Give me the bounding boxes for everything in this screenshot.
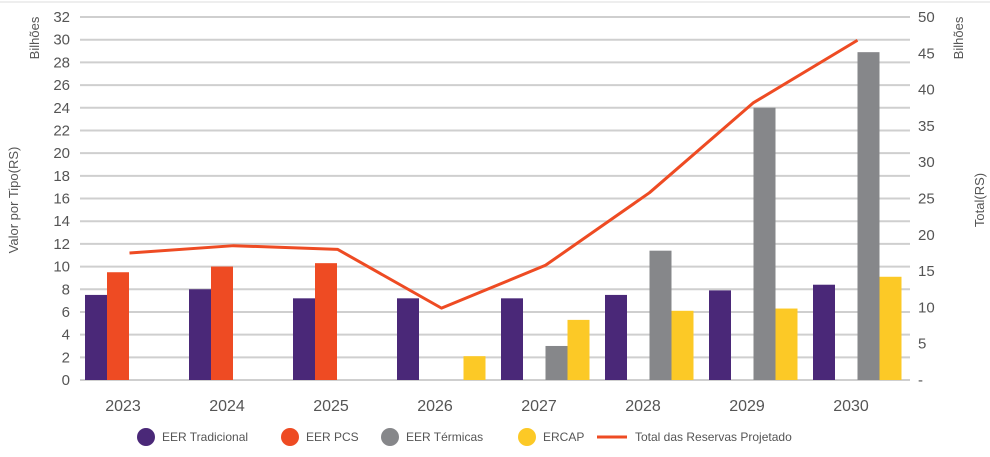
y-tick-label: 32 [53,9,70,26]
y-tick-label: 8 [62,281,70,298]
bar-eer-t-rmicas-2028 [650,251,672,380]
y-tick-label: 16 [53,191,70,208]
x-tick-label: 2023 [105,398,141,415]
legend-marker-icon [381,428,399,446]
y2-axis-unit: Bilhões [951,16,966,59]
bar-ercap-2028 [672,311,694,380]
bar-ercap-2029 [776,309,798,380]
y2-tick-label: 30 [918,154,935,171]
x-tick-label: 2026 [417,398,453,415]
bar-eer-tradicional-2028 [605,295,627,380]
y-tick-label: 2 [62,349,70,366]
bar-eer-t-rmicas-2029 [754,108,776,380]
y-tick-label: 24 [53,100,70,117]
y-tick-label: 14 [53,213,70,230]
y-axis-unit: Bilhões [27,16,42,59]
y2-tick-label: 40 [918,82,935,99]
x-tick-label: 2028 [625,398,661,415]
bar-eer-pcs-2025 [315,263,337,380]
y2-tick-label: 20 [918,227,935,244]
bar-eer-tradicional-2029 [709,290,731,380]
y-tick-label: 30 [53,32,70,49]
y-tick-label: 4 [62,327,70,344]
x-tick-label: 2027 [521,398,557,415]
bar-ercap-2026 [464,356,486,380]
y-tick-label: 12 [53,236,70,253]
y2-tick-label: - [918,372,923,389]
legend-label: Total das Reservas Projetado [635,430,792,444]
y2-tick-label: 10 [918,299,935,316]
y-tick-label: 20 [53,145,70,162]
total-reserves-line [130,40,858,308]
y2-tick-label: 50 [918,9,935,26]
y2-tick-label: 15 [918,263,935,280]
bar-eer-tradicional-2023 [85,295,107,380]
bar-eer-t-rmicas-2027 [546,346,568,380]
y2-tick-label: 25 [918,191,935,208]
y2-tick-label: 5 [918,336,926,353]
bar-eer-tradicional-2024 [189,289,211,380]
y-tick-label: 26 [53,77,70,94]
x-tick-label: 2029 [729,398,765,415]
legend-label: EER Tradicional [162,430,248,444]
bar-ercap-2027 [568,320,590,380]
y2-tick-label: 45 [918,45,935,62]
bar-eer-tradicional-2025 [293,298,315,380]
legend-label: EER Térmicas [406,430,483,444]
legend-marker-icon [518,428,536,446]
x-tick-label: 2030 [833,398,869,415]
x-tick-label: 2025 [313,398,349,415]
legend: EER Tradicional EER PCS EER Térmicas ERCAP T… [137,428,792,446]
bar-eer-tradicional-2026 [397,298,419,380]
bar-eer-pcs-2024 [211,267,233,380]
x-tick-label: 2024 [209,398,245,415]
bar-ercap-2030 [880,277,902,380]
y2-axis-label: Total(RS) [972,173,987,227]
bar-eer-tradicional-2030 [813,285,835,380]
y-tick-label: 18 [53,168,70,185]
y-tick-label: 22 [53,122,70,139]
legend-marker-icon [281,428,299,446]
legend-label: EER PCS [306,430,359,444]
y-tick-label: 10 [53,259,70,276]
bar-eer-tradicional-2027 [501,298,523,380]
bar-eer-t-rmicas-2030 [858,52,880,380]
legend-marker-icon [137,428,155,446]
legend-label: ERCAP [543,430,584,444]
y-tick-label: 6 [62,304,70,321]
y-tick-label: 28 [53,54,70,71]
y-axis-label: Valor por Tipo(RS) [6,147,21,254]
y-tick-label: 0 [62,372,70,389]
y2-tick-label: 35 [918,118,935,135]
bar-eer-pcs-2023 [107,272,129,380]
